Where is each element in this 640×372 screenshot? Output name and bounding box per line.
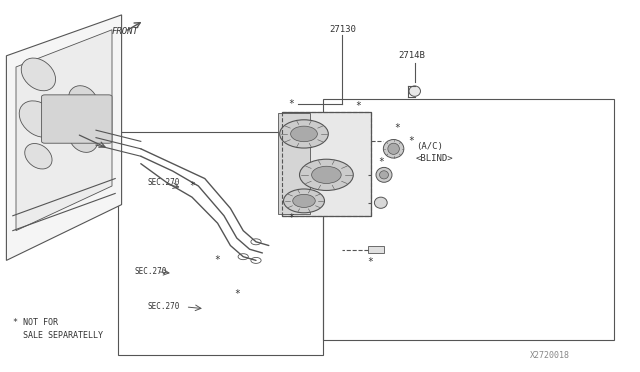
Bar (278, 113, 310, 214)
Text: *: * (408, 137, 415, 146)
Text: SEC.270: SEC.270 (147, 302, 180, 311)
Ellipse shape (409, 86, 420, 96)
Circle shape (251, 239, 261, 245)
Ellipse shape (68, 86, 98, 115)
Ellipse shape (388, 143, 399, 154)
Polygon shape (6, 15, 122, 260)
Text: *: * (394, 124, 400, 133)
Text: (A/C)
<BLIND>: (A/C) <BLIND> (416, 142, 454, 163)
Circle shape (312, 166, 341, 183)
Bar (118, 132, 323, 355)
Ellipse shape (374, 197, 387, 208)
Text: FRONT: FRONT (111, 27, 138, 36)
Circle shape (280, 120, 328, 148)
Ellipse shape (380, 171, 388, 179)
Circle shape (251, 257, 261, 263)
Circle shape (292, 194, 316, 208)
Polygon shape (16, 30, 112, 231)
Text: * NOT FOR
  SALE SEPARATELLY: * NOT FOR SALE SEPARATELLY (13, 318, 103, 340)
Text: *: * (355, 101, 362, 111)
Circle shape (300, 159, 353, 190)
Circle shape (238, 254, 248, 260)
Circle shape (284, 189, 324, 213)
Text: 2714B: 2714B (398, 51, 425, 60)
Ellipse shape (21, 58, 56, 91)
Text: *: * (189, 181, 195, 191)
Ellipse shape (383, 140, 404, 158)
Ellipse shape (376, 167, 392, 182)
Text: SEC.270: SEC.270 (134, 267, 167, 276)
Text: *: * (378, 157, 385, 167)
Text: *: * (288, 213, 294, 222)
Text: X2720018: X2720018 (531, 351, 570, 360)
Text: *: * (367, 257, 373, 267)
Circle shape (291, 126, 317, 142)
Text: *: * (234, 289, 240, 299)
Text: *: * (288, 99, 294, 109)
Bar (323, 99, 614, 340)
Text: SEC.270: SEC.270 (147, 178, 180, 187)
Text: 27130: 27130 (329, 25, 356, 34)
Ellipse shape (25, 144, 52, 169)
FancyBboxPatch shape (42, 95, 112, 143)
Ellipse shape (19, 101, 58, 137)
Bar (282, 112, 371, 216)
Ellipse shape (68, 123, 98, 153)
Bar (368, 246, 384, 253)
Text: *: * (214, 256, 221, 265)
